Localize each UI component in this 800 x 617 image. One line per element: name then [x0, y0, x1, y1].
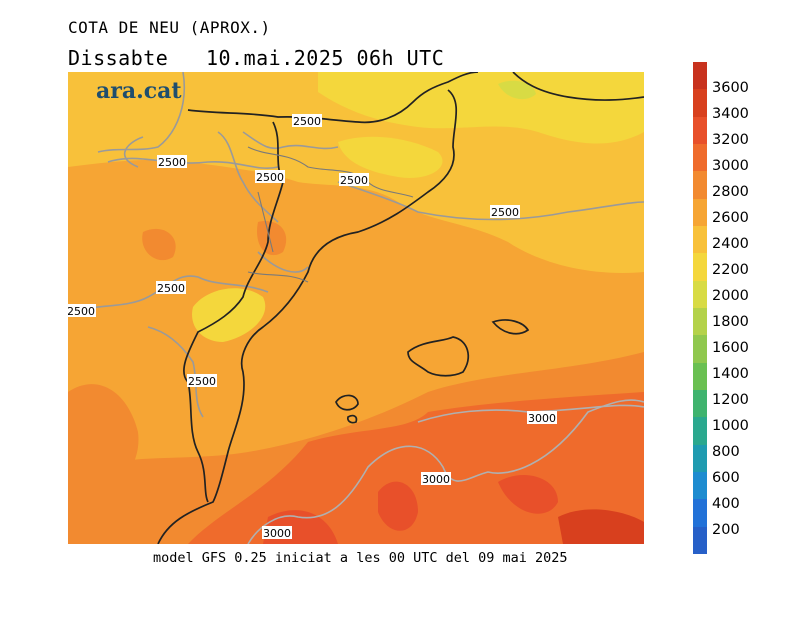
- colorbar-segment: [693, 308, 707, 336]
- contour-label: 2500: [293, 115, 321, 128]
- contour-label: 2500: [158, 156, 186, 169]
- colorbar-segment: [693, 472, 707, 500]
- colorbar-label: 3200: [712, 132, 749, 148]
- colorbar-segment: [693, 144, 707, 172]
- field-orange-patch1: [142, 228, 176, 261]
- colorbar-label: 1000: [712, 418, 749, 434]
- colorbar-label: 1200: [712, 392, 749, 408]
- colorbar-segment: [693, 62, 707, 90]
- colorbar-label: 2400: [712, 236, 749, 252]
- colorbar-label: 2000: [712, 288, 749, 304]
- snow-level-map: 2500 2500 2500 2500 2500 2500 2500 2500 3000 3000…: [68, 72, 644, 544]
- contour-label: 2500: [491, 206, 519, 219]
- borders: [247, 146, 414, 283]
- colorbar-segment: [693, 171, 707, 200]
- field-green-spot: [498, 80, 536, 100]
- contour-label-bg: [421, 472, 451, 485]
- colorbar: [693, 62, 707, 555]
- colorbar-segment: [693, 226, 707, 254]
- contour-label: 2500: [68, 305, 95, 318]
- colorbar-label: 400: [712, 496, 740, 512]
- colorbar-label: 200: [712, 522, 740, 538]
- contour-label: 3000: [528, 412, 556, 425]
- colorbar-segment: [693, 499, 707, 528]
- balearic-islands: [335, 319, 530, 424]
- contour-label-bg: [156, 281, 186, 294]
- contour-label: 2500: [340, 174, 368, 187]
- colorbar-segment: [693, 116, 707, 145]
- contour-label-bg: [527, 411, 557, 424]
- colorbar-label: 1400: [712, 366, 749, 382]
- contour-label-bg: [187, 374, 217, 387]
- colorbar-label: 2600: [712, 210, 749, 226]
- contour-label-bg: [490, 205, 520, 218]
- colorbar-label: 3000: [712, 158, 749, 174]
- contour-label: 2500: [188, 375, 216, 388]
- field-red-patch1: [378, 481, 418, 531]
- colorbar-label: 1600: [712, 340, 749, 356]
- colorbar-segment: [693, 362, 707, 391]
- map-title: COTA DE NEU (APROX.): [68, 18, 271, 37]
- field-bright-yellow-ne: [318, 72, 644, 144]
- contour-label-bg: [157, 155, 187, 168]
- field-orange-patch2: [257, 221, 287, 256]
- colorbar-segment: [693, 89, 707, 118]
- contour-label: 2500: [256, 171, 284, 184]
- colorbar-label: 1800: [712, 314, 749, 330]
- colorbar-label: 3600: [712, 80, 749, 96]
- contour-label: 3000: [422, 473, 450, 486]
- colorbar-label: 2800: [712, 184, 749, 200]
- colorbar-segment: [693, 280, 707, 309]
- contour-label-bg: [68, 304, 96, 317]
- map-subtitle: Dissabte 10.mai.2025 06h UTC: [68, 46, 445, 70]
- field-bright-yellow-coast: [338, 136, 443, 178]
- contour-label-bg: [255, 170, 285, 183]
- field-bright-yellow-center: [192, 288, 266, 342]
- colorbar-segment: [693, 335, 707, 364]
- colorbar-label: 600: [712, 470, 740, 486]
- contour-label-bg: [292, 114, 322, 127]
- colorbar-segment: [693, 526, 707, 555]
- colorbar-segment: [693, 417, 707, 446]
- colorbar-segment: [693, 253, 707, 282]
- aracat-logo: ara.cat: [96, 78, 182, 104]
- colorbar-segment: [693, 390, 707, 418]
- field-red-patch2: [498, 474, 558, 514]
- colorbar-label: 800: [712, 444, 740, 460]
- contour-label: 2500: [157, 282, 185, 295]
- field-red-patch3: [558, 509, 644, 544]
- contour-label: 3000: [263, 527, 291, 540]
- contour-label-bg: [339, 173, 369, 186]
- colorbar-label: 2200: [712, 262, 749, 278]
- colorbar-segment: [693, 444, 707, 473]
- contour-labels: 2500 2500 2500 2500 2500 2500 2500 2500 3000 3000…: [68, 114, 557, 540]
- contour-label-bg: [262, 526, 292, 539]
- colorbar-segment: [693, 198, 707, 227]
- model-footnote: model GFS 0.25 iniciat a les 00 UTC del …: [153, 550, 568, 566]
- colorbar-label: 3400: [712, 106, 749, 122]
